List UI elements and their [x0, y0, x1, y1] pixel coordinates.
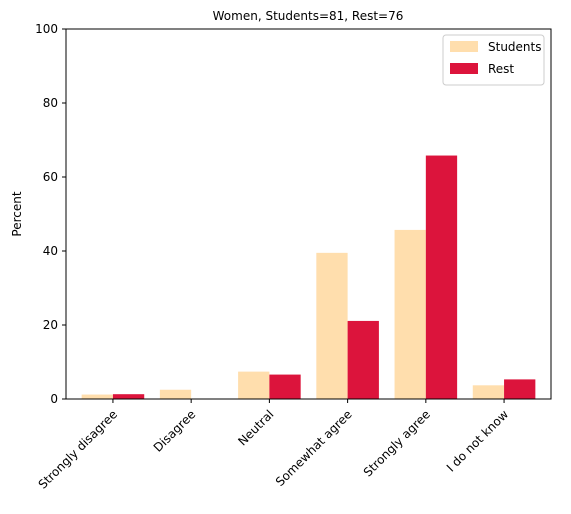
y-tick-label: 0: [50, 392, 58, 406]
bar-rest-1: [112, 394, 145, 399]
y-tick-label: 100: [35, 22, 58, 36]
y-axis-label: Percent: [10, 191, 24, 236]
bar-students-1: [81, 394, 113, 399]
bar-students-6: [472, 385, 505, 399]
y-tick-label: 60: [43, 170, 58, 184]
x-axis: Strongly disagree Disagree NeutralSomewhat…: [36, 399, 512, 492]
y-tick-label: 40: [43, 244, 58, 258]
legend: Students Rest: [442, 34, 545, 86]
y-tick-label: 80: [43, 96, 58, 110]
x-tick-label: Strongly agree: [361, 407, 433, 479]
x-tick-label: I do not know: [444, 407, 512, 475]
plot-frame: [65, 28, 552, 400]
bar-students-5: [394, 229, 426, 399]
x-tick-label: Neutral: [235, 407, 276, 448]
bar-students-4: [316, 252, 348, 399]
bar-rest-6: [504, 379, 536, 399]
y-tick-label: 20: [43, 318, 58, 332]
bar-students-2: [159, 389, 192, 399]
x-tick-label: Strongly disagree: [36, 407, 120, 491]
bar-rest-5: [425, 155, 458, 399]
legend-swatch-students: [450, 41, 478, 52]
legend-label-students: Students: [488, 40, 542, 54]
bar-students-3: [238, 371, 270, 399]
legend-swatch-rest: [450, 63, 478, 74]
bar-rest-3: [269, 374, 301, 399]
bar-rest-4: [347, 320, 379, 399]
y-axis: 0 20 40 60 80 100: [35, 22, 66, 406]
bars-group: [81, 155, 536, 399]
x-tick-label: Disagree: [151, 407, 199, 455]
chart-title: Women, Students=81, Rest=76: [213, 9, 404, 23]
legend-label-rest: Rest: [488, 62, 514, 76]
x-tick-label: Somewhat agree: [273, 407, 355, 489]
